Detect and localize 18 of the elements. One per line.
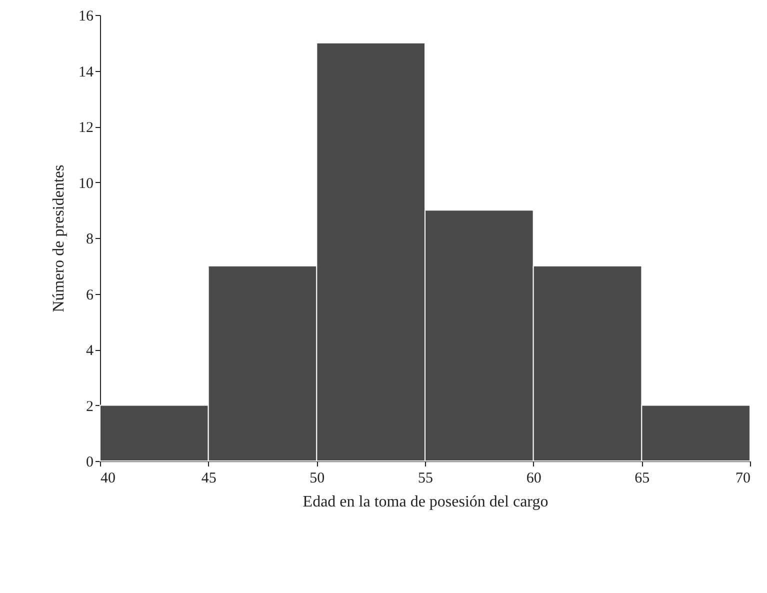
x-tick-label: 45 <box>201 470 216 486</box>
x-tick-label: 50 <box>310 470 325 486</box>
x-tick-label: 40 <box>100 470 116 486</box>
x-tick-label: 60 <box>526 470 542 486</box>
y-tick-label: 16 <box>78 8 94 24</box>
x-axis-title: Edad en la toma de posesión del cargo <box>302 494 548 510</box>
y-tick-label: 14 <box>78 64 94 80</box>
y-tick-label: 10 <box>78 176 94 192</box>
y-tick-label: 8 <box>86 232 94 248</box>
y-tick-label: 2 <box>86 398 94 415</box>
x-tick-label: 65 <box>634 470 650 486</box>
x-tick-label: 70 <box>736 470 750 486</box>
y-tick-label: 4 <box>86 343 94 359</box>
y-tick-label: 12 <box>78 120 94 136</box>
x-tick-label: 55 <box>418 470 433 486</box>
y-axis-title: Número de presidentes <box>50 164 68 312</box>
y-tick-label: 0 <box>86 454 94 470</box>
y-tick-label: 6 <box>86 287 94 304</box>
